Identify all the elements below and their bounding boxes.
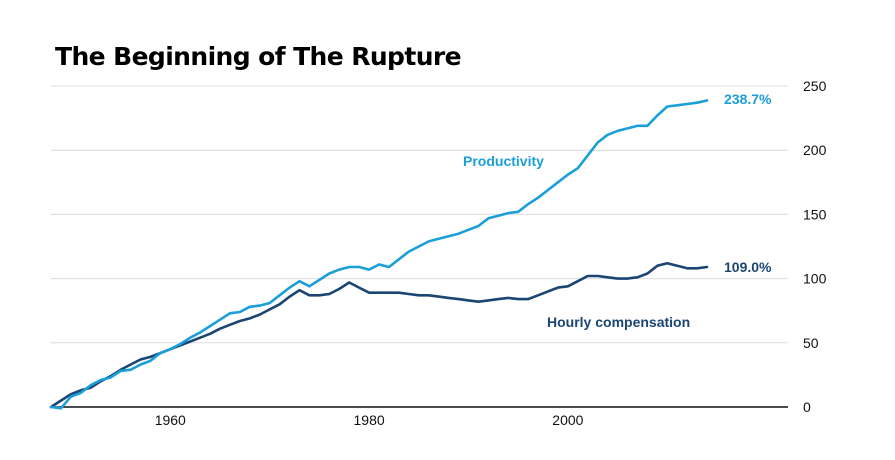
x-axis-ticks: 1960 1980 2000	[155, 412, 584, 428]
hourly-compensation-end-label: 109.0%	[724, 259, 772, 275]
productivity-end-label: 238.7%	[724, 91, 772, 107]
x-tick-label-2000: 2000	[552, 412, 583, 428]
y-tick-label-50: 50	[803, 335, 819, 351]
productivity-line	[49, 99, 709, 410]
y-tick-label-150: 150	[803, 206, 827, 222]
gridlines	[51, 85, 788, 408]
hourly-compensation-series-label: Hourly compensation	[547, 314, 690, 330]
x-tick-label-1980: 1980	[354, 412, 385, 428]
x-tick-label-1960: 1960	[155, 412, 186, 428]
y-tick-label-0: 0	[803, 399, 811, 415]
hourly-compensation-line	[49, 261, 709, 409]
y-axis-ticks: 0 50 100 150 200 250	[803, 78, 827, 415]
y-tick-label-100: 100	[803, 271, 827, 287]
y-tick-label-250: 250	[803, 78, 827, 94]
chart-title: The Beginning of The Rupture	[55, 42, 462, 71]
y-tick-label-200: 200	[803, 142, 827, 158]
productivity-series-label: Productivity	[463, 153, 544, 169]
series-lines	[49, 99, 709, 410]
